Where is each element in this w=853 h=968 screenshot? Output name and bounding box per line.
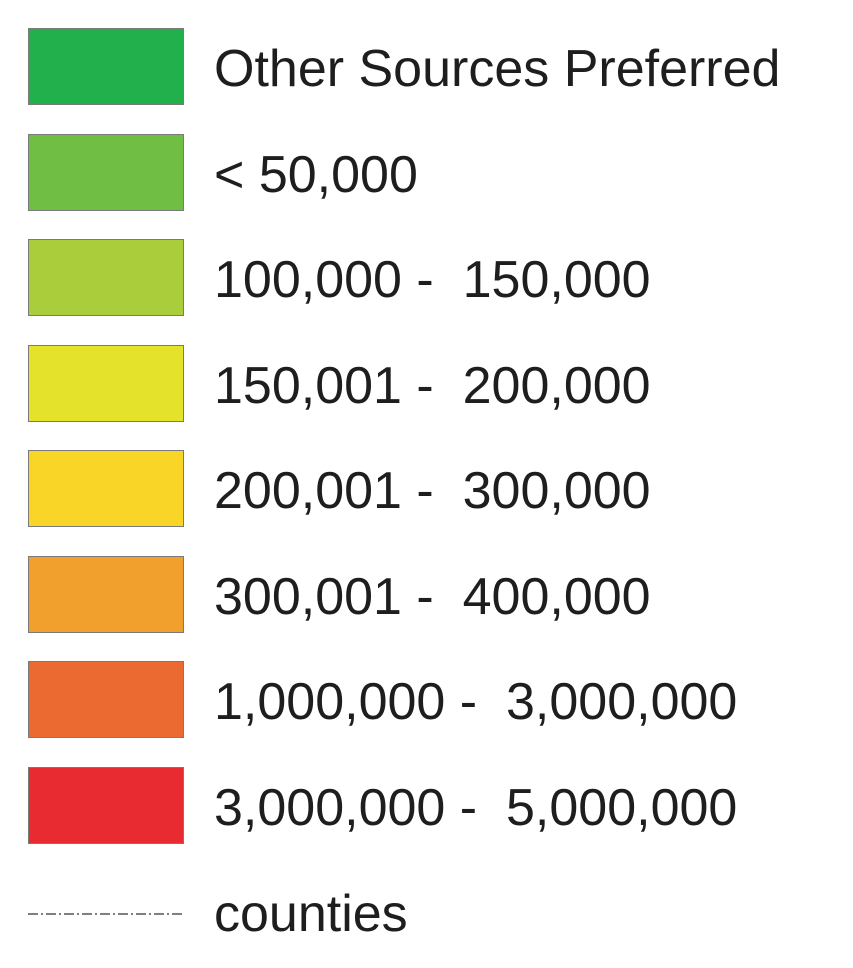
legend-label: 150,001 - 200,000 <box>214 357 651 415</box>
legend-swatch <box>28 661 184 738</box>
legend-item-150001-200000: 150,001 - 200,000 <box>28 345 848 423</box>
legend-swatch <box>28 239 184 316</box>
legend-swatch <box>28 134 184 211</box>
legend-swatch <box>28 767 184 844</box>
legend-item-counties: counties <box>28 884 848 944</box>
legend-item-1000000-3000000: 1,000,000 - 3,000,000 <box>28 661 848 739</box>
legend-label: 100,000 - 150,000 <box>214 251 651 309</box>
legend-item-200001-300000: 200,001 - 300,000 <box>28 450 848 528</box>
legend-label: 300,001 - 400,000 <box>214 568 651 626</box>
legend-item-3000000-5000000: 3,000,000 - 5,000,000 <box>28 767 848 845</box>
legend-item-other-sources: Other Sources Preferred <box>28 28 848 106</box>
legend-label: 200,001 - 300,000 <box>214 462 651 520</box>
county-boundary-line-icon <box>28 913 184 915</box>
legend-swatch <box>28 345 184 422</box>
legend-item-100000-150000: 100,000 - 150,000 <box>28 239 848 317</box>
legend-item-300001-400000: 300,001 - 400,000 <box>28 556 848 634</box>
legend-swatch <box>28 556 184 633</box>
legend-label: 1,000,000 - 3,000,000 <box>214 673 738 731</box>
legend-swatch <box>28 450 184 527</box>
legend-label: counties <box>214 885 408 943</box>
legend-label: 3,000,000 - 5,000,000 <box>214 779 738 837</box>
legend-item-under-50000: < 50,000 <box>28 134 848 212</box>
legend-swatch <box>28 28 184 105</box>
legend-label: < 50,000 <box>214 146 418 204</box>
legend-label: Other Sources Preferred <box>214 40 781 98</box>
